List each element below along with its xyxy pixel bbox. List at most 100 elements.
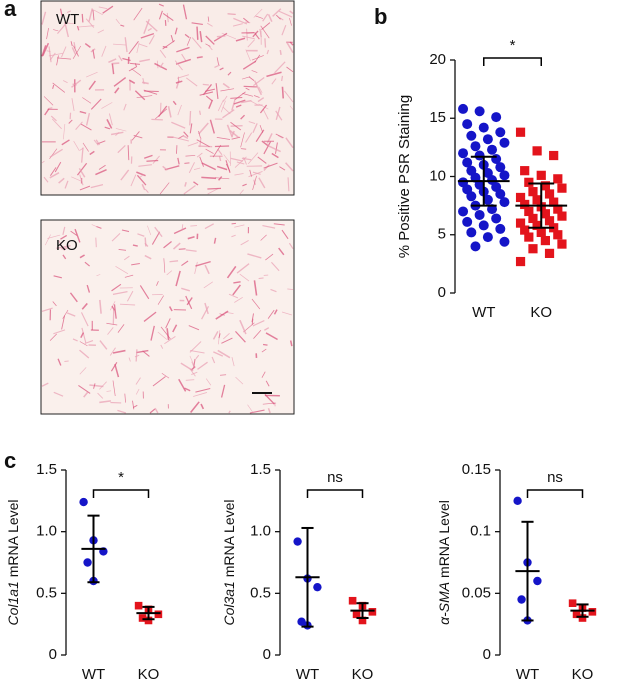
fiber <box>244 86 257 87</box>
y-tick-label: 0.15 <box>462 461 491 478</box>
label-text: % Positive PSR Staining <box>396 95 413 258</box>
y-tick-label: 0.5 <box>250 584 271 601</box>
significance-bracket <box>484 58 542 66</box>
image-label: WT <box>56 11 79 28</box>
fiber <box>259 278 264 279</box>
y-tick-label: 5 <box>438 226 446 243</box>
data-point <box>475 210 485 220</box>
data-point <box>349 597 357 605</box>
fiber <box>263 344 267 345</box>
image-label: KO <box>56 237 78 254</box>
data-point <box>458 104 468 114</box>
fiber <box>200 111 201 115</box>
x-tick-label: WT <box>472 304 495 321</box>
data-point <box>499 170 509 180</box>
gene-name: Col1a1 <box>5 581 21 625</box>
data-point <box>491 213 501 223</box>
data-point <box>553 230 562 239</box>
fiber <box>112 63 120 64</box>
fiber <box>146 161 158 162</box>
x-tick-label: KO <box>352 666 374 682</box>
data-point <box>549 151 558 160</box>
gene-name: Col3a1 <box>221 581 237 625</box>
y-tick-label: 1.5 <box>36 461 57 478</box>
fiber <box>64 361 68 362</box>
significance-label: * <box>118 469 124 486</box>
x-tick-label: WT <box>516 666 539 682</box>
data-point <box>470 141 480 151</box>
data-point <box>293 537 301 545</box>
data-point <box>524 178 533 187</box>
x-tick-label: WT <box>296 666 319 682</box>
data-point <box>479 123 489 133</box>
y-tick-label: 0 <box>483 646 491 663</box>
data-point <box>313 583 321 591</box>
data-point <box>495 127 505 137</box>
y-axis-label: Col1a1 mRNA Level <box>5 499 21 625</box>
data-point <box>483 134 493 144</box>
data-point <box>569 599 577 607</box>
data-point <box>475 106 485 116</box>
data-point <box>479 220 489 230</box>
y-tick-label: 0.1 <box>470 523 491 540</box>
significance-bracket <box>94 490 149 498</box>
data-point <box>517 595 525 603</box>
fiber <box>145 237 146 246</box>
fiber <box>265 38 266 47</box>
fiber <box>136 349 137 361</box>
y-tick-label: 0 <box>263 646 271 663</box>
fiber <box>217 36 226 37</box>
x-tick-label: KO <box>572 666 594 682</box>
data-point <box>545 249 554 258</box>
panel-label: c <box>4 448 16 473</box>
y-tick-label: 1.0 <box>250 523 271 540</box>
data-point <box>491 112 501 122</box>
y-tick-label: 20 <box>429 51 446 68</box>
y-axis-label: % Positive PSR Staining <box>396 95 413 258</box>
fiber <box>186 380 194 381</box>
x-tick-label: KO <box>530 304 552 321</box>
data-point <box>79 498 87 506</box>
data-point <box>83 558 91 566</box>
label-text: mRNA Level <box>5 499 21 577</box>
data-point <box>516 128 525 137</box>
fiber <box>287 289 293 290</box>
data-point <box>553 174 562 183</box>
data-point <box>155 611 163 619</box>
significance-bracket <box>308 490 363 498</box>
data-point <box>462 217 472 227</box>
x-tick-label: WT <box>82 666 105 682</box>
data-point <box>528 244 537 253</box>
panel-label: b <box>374 4 387 29</box>
data-point <box>545 189 554 198</box>
panel-label: a <box>4 0 17 21</box>
fiber <box>82 14 83 22</box>
data-point <box>520 166 529 175</box>
fiber <box>241 149 246 150</box>
data-point <box>466 131 476 141</box>
data-point <box>528 187 537 196</box>
fiber <box>198 146 212 147</box>
y-tick-label: 1.5 <box>250 461 271 478</box>
fiber <box>231 126 243 127</box>
fiber <box>280 50 281 55</box>
fiber <box>96 238 97 248</box>
data-point <box>495 224 505 234</box>
fiber <box>215 146 229 147</box>
data-point <box>499 197 509 207</box>
y-tick-label: 0.5 <box>36 584 57 601</box>
y-tick-label: 0 <box>49 646 57 663</box>
data-point <box>589 608 597 616</box>
data-point <box>537 228 546 237</box>
fiber <box>73 84 77 85</box>
data-point <box>470 241 480 251</box>
data-point <box>466 191 476 201</box>
data-point <box>499 138 509 148</box>
y-axis-label: α-SMA mRNA Level <box>436 500 452 625</box>
significance-label: * <box>510 37 516 54</box>
label-text: mRNA Level <box>436 500 452 578</box>
data-point <box>541 236 550 245</box>
micrograph <box>41 220 294 414</box>
fiber <box>190 111 191 125</box>
data-point <box>557 184 566 193</box>
